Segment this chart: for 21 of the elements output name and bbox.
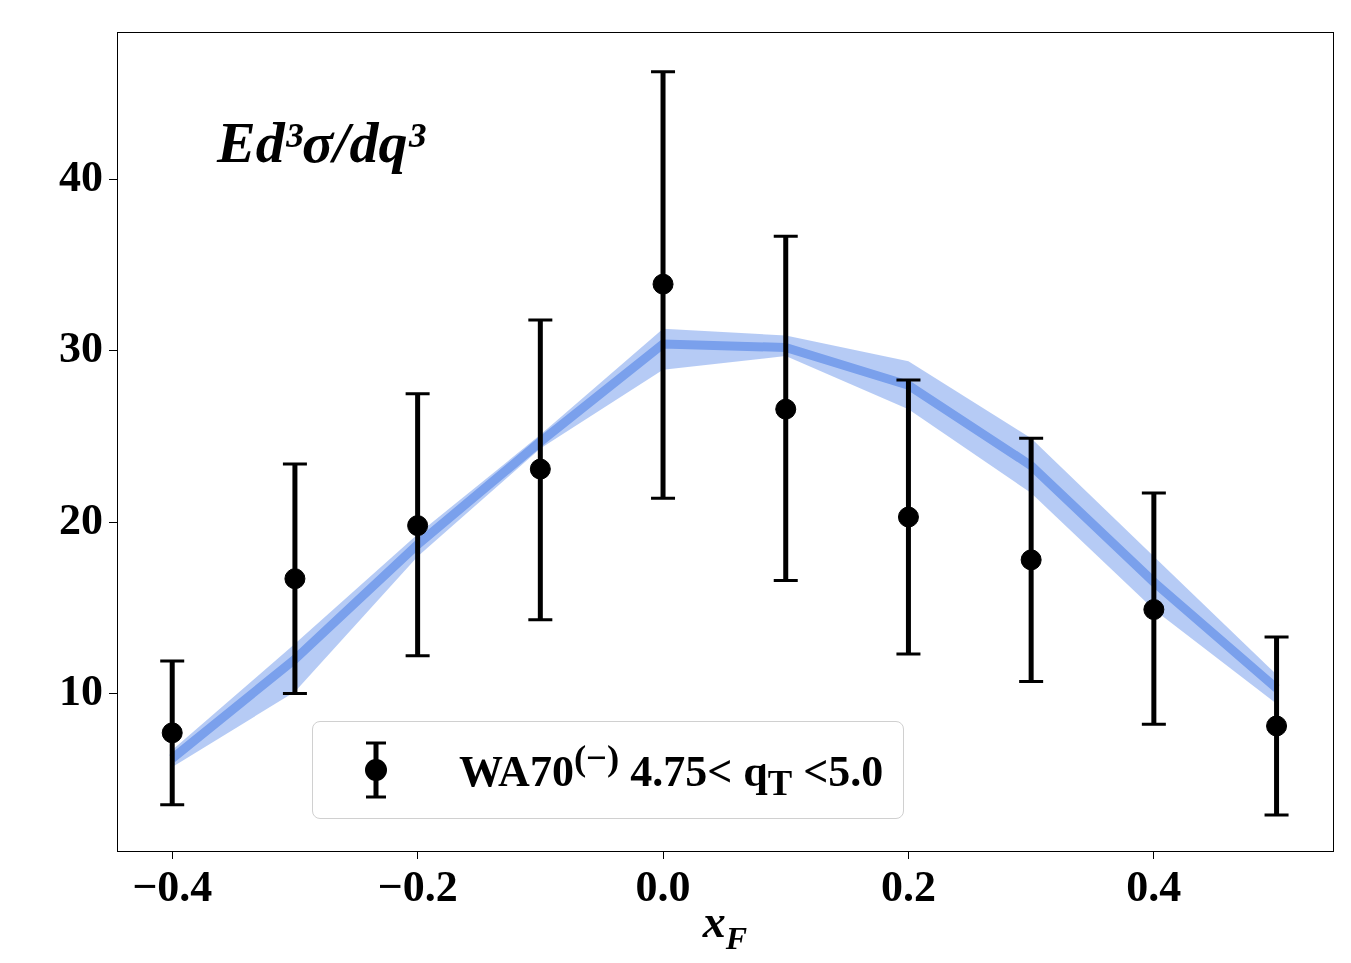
- point: [1020, 549, 1042, 571]
- x-tick-label: −0.4: [132, 861, 213, 911]
- point: [1143, 599, 1165, 621]
- x-tick-label: 0.0: [635, 861, 691, 911]
- point: [1266, 715, 1288, 737]
- y-tick-label: 20: [59, 494, 103, 544]
- x-tick-label: −0.2: [377, 861, 458, 911]
- y-tick-label: 10: [59, 665, 103, 715]
- annotation: Ed³σ/dq³: [216, 110, 427, 176]
- point: [529, 458, 551, 480]
- point: [652, 273, 674, 295]
- x-tick-label: 0.4: [1126, 861, 1182, 911]
- x-tick-label: 0.2: [880, 861, 936, 911]
- point: [775, 398, 797, 420]
- y-tick-label: 30: [59, 323, 103, 373]
- point: [897, 506, 919, 528]
- point: [284, 568, 306, 590]
- point: [407, 515, 429, 537]
- y-tick-label: 40: [59, 152, 103, 202]
- point: [161, 722, 183, 744]
- legend-label: WA70$^{(−)}$ 4.75< q$_{T}$ <5.0: [459, 736, 884, 805]
